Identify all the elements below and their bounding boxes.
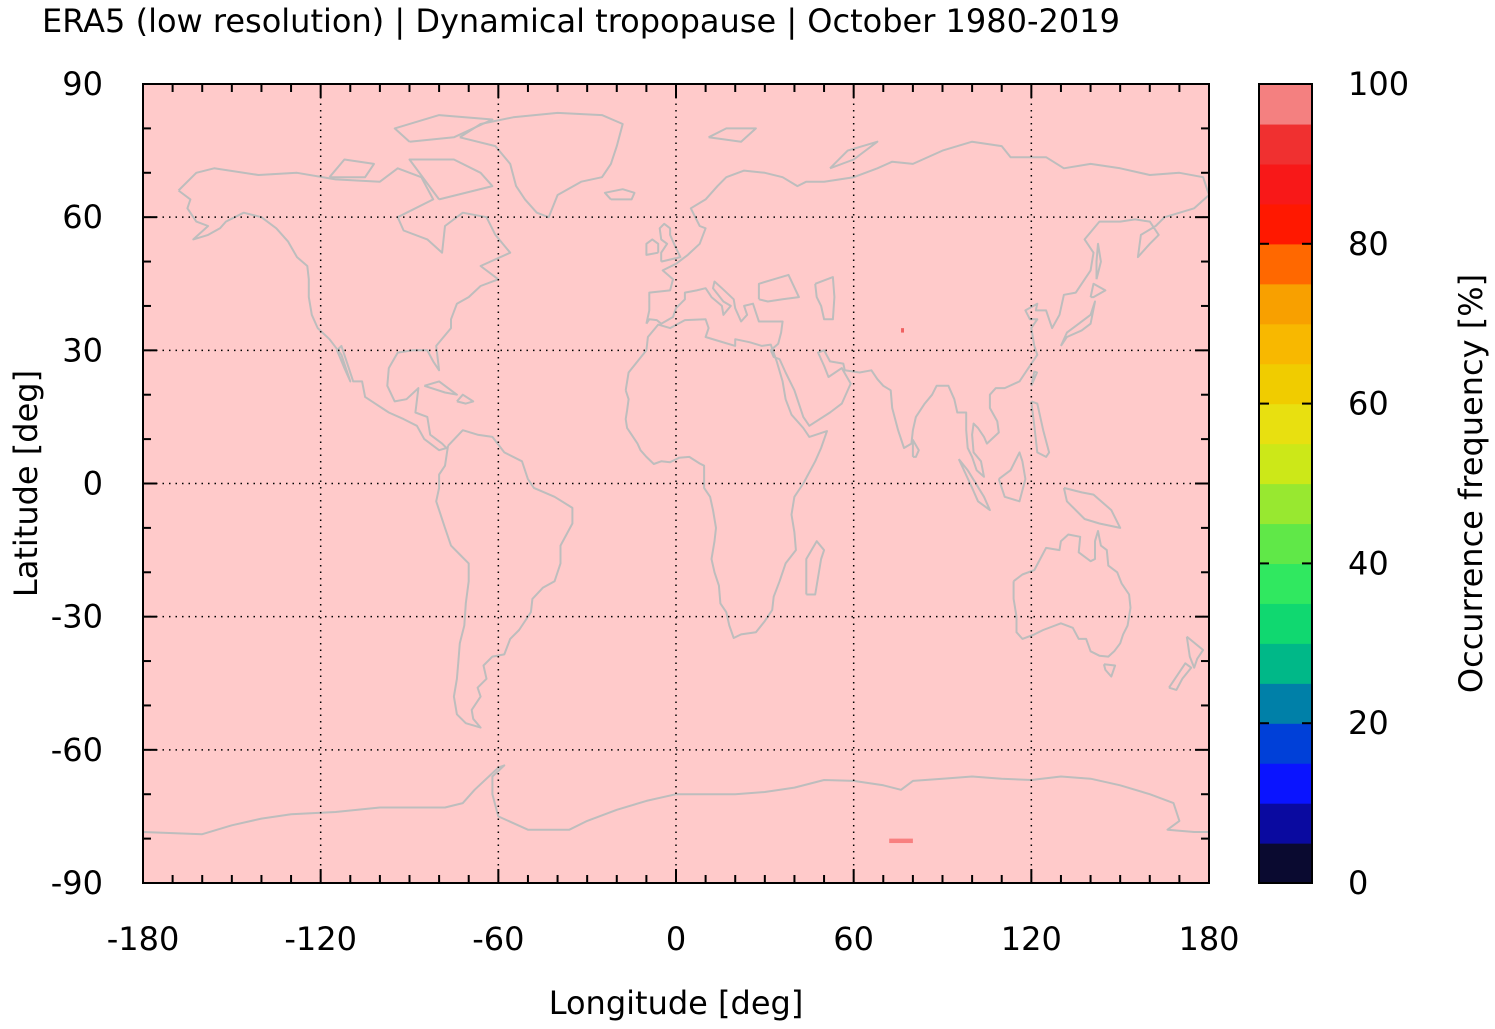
colorbar-tick-label: 0 xyxy=(1348,864,1368,902)
y-tick-label: 0 xyxy=(83,465,103,503)
x-tick-label: -180 xyxy=(107,920,180,958)
coastline-cuba xyxy=(423,380,458,396)
coastline-new-guinea xyxy=(1062,486,1122,529)
chart-title: ERA5 (low resolution) | Dynamical tropop… xyxy=(42,2,1120,40)
map-plot-area: -180 -120 -60 0 60 120 180 90 60 30 0 -30 -60 -90 xyxy=(51,65,1240,958)
colorbar-bin xyxy=(1259,163,1312,205)
x-tick-label: -60 xyxy=(472,920,524,958)
x-tick-label: 0 xyxy=(666,920,686,958)
anomaly-cell-2 xyxy=(901,328,905,333)
colorbar-bin xyxy=(1259,763,1312,804)
coastline-svalbard xyxy=(708,127,757,143)
coastline-caspian-sea xyxy=(814,276,836,321)
colorbar-tick-label: 40 xyxy=(1348,544,1389,582)
colorbar-bin xyxy=(1259,363,1312,405)
coastline-north-america xyxy=(177,167,512,452)
colorbar-bin xyxy=(1259,283,1312,325)
colorbar-bin xyxy=(1259,123,1312,165)
coastline-ellesmere xyxy=(393,114,494,143)
colorbar-bin xyxy=(1259,683,1312,724)
coastline-antarctica xyxy=(142,764,1209,836)
colorbar-tick-label: 60 xyxy=(1348,385,1389,423)
coastline-new-zealand-south xyxy=(1168,662,1193,691)
coastline-baffin xyxy=(408,158,494,201)
coastline-greenland xyxy=(459,111,624,219)
x-tick-label: 180 xyxy=(1178,920,1239,958)
coastline-africa xyxy=(624,318,828,639)
y-tick-label: 60 xyxy=(62,198,103,236)
coastline-sri-lanka xyxy=(911,439,920,458)
coastline-new-zealand-north xyxy=(1185,635,1205,669)
coastline-ireland xyxy=(645,238,660,256)
coastline-sakhalin xyxy=(1095,242,1102,280)
coastline-philippines xyxy=(1030,400,1051,458)
colorbar-bins xyxy=(1259,83,1312,884)
coastline-hokkaido xyxy=(1089,282,1107,299)
colorbar-bin xyxy=(1259,84,1312,125)
coastline-hispaniola xyxy=(456,393,475,405)
y-tick-label: -30 xyxy=(51,598,103,636)
colorbar-bin xyxy=(1259,243,1312,285)
x-tick-label: 60 xyxy=(833,920,874,958)
colorbar-bin xyxy=(1259,563,1312,604)
coastline-victoria-island xyxy=(328,158,375,179)
coastline-sumatra xyxy=(957,458,991,512)
y-tick-labels: 90 60 30 0 -30 -60 -90 xyxy=(51,65,103,902)
x-axis-label: Longitude [deg] xyxy=(549,984,804,1022)
coastline-iceland xyxy=(603,188,636,201)
coastline-black-sea xyxy=(757,273,800,303)
y-axis-label: Latitude [deg] xyxy=(7,370,45,597)
coastline-taiwan xyxy=(1030,370,1038,387)
y-tick-label: 90 xyxy=(62,65,103,103)
colorbar-tick-label: 20 xyxy=(1348,704,1389,742)
colorbar-bin xyxy=(1259,723,1312,764)
colorbar-tick-label: 100 xyxy=(1348,65,1409,103)
colorbar-bin xyxy=(1259,403,1312,445)
colorbar-bin xyxy=(1259,323,1312,365)
colorbar-bin xyxy=(1259,603,1312,644)
colorbar-bin xyxy=(1259,203,1312,245)
x-tick-label: 120 xyxy=(1001,920,1062,958)
y-tick-label: -60 xyxy=(51,731,103,769)
gridlines xyxy=(143,84,1209,883)
coastline-japan xyxy=(1059,300,1096,347)
coastline-madagascar xyxy=(805,540,826,596)
colorbar-label: Occurrence frequency [%] xyxy=(1452,274,1490,693)
coastline-britain xyxy=(658,222,682,263)
x-tick-labels: -180 -120 -60 0 60 120 180 xyxy=(107,920,1240,958)
y-tick-label: 30 xyxy=(62,331,103,369)
colorbar-ticks: 100 80 60 40 20 0 xyxy=(1259,65,1409,902)
y-tick-label: -90 xyxy=(51,864,103,902)
coastline-south-america xyxy=(435,429,574,729)
coastline-novaya-zemlya xyxy=(829,140,879,170)
anomaly-cells xyxy=(889,328,913,844)
anomaly-cell-1 xyxy=(889,838,913,844)
coastline-eurasia xyxy=(645,140,1210,478)
coastlines xyxy=(142,111,1210,836)
coastline-tasmania xyxy=(1102,663,1117,678)
colorbar-bin xyxy=(1259,803,1312,844)
colorbar: 100 80 60 40 20 0 Occurrence frequency [%] xyxy=(1258,65,1490,902)
colorbar-bin xyxy=(1259,483,1312,525)
colorbar-frame xyxy=(1258,83,1313,884)
colorbar-bin xyxy=(1259,523,1312,564)
colorbar-bin xyxy=(1259,643,1312,684)
coastline-australia xyxy=(1012,530,1132,658)
colorbar-bin xyxy=(1259,443,1312,485)
minor-ticks xyxy=(142,83,1210,884)
coastline-borneo xyxy=(997,451,1027,503)
colorbar-bin xyxy=(1259,843,1312,884)
colorbar-tick-label: 80 xyxy=(1348,225,1389,263)
x-tick-label: -120 xyxy=(284,920,357,958)
